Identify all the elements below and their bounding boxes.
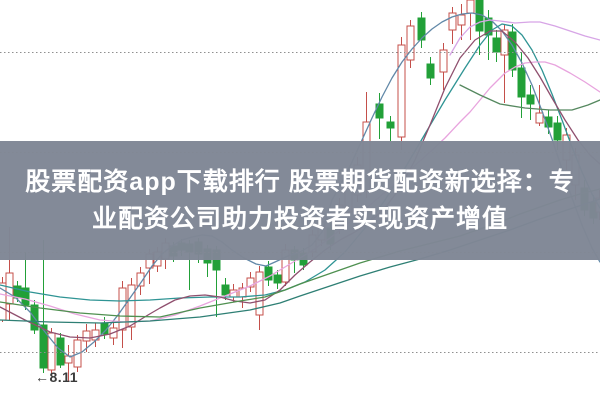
low-price-annotation: ←8.11 <box>35 369 78 385</box>
